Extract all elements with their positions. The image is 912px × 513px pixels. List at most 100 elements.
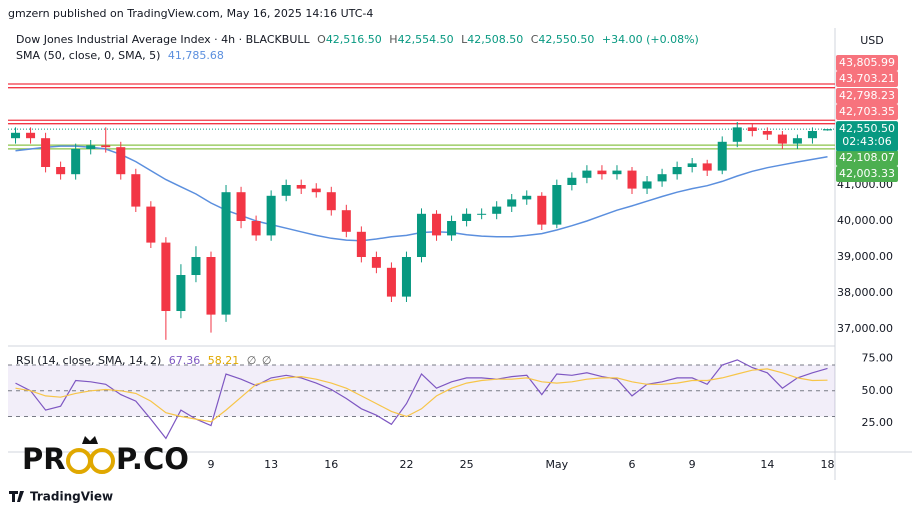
candle-body [657,174,667,182]
last-price-label: 42,550.50 [839,122,895,135]
watermark-crown [82,436,98,444]
ohlc-key: H [389,33,397,46]
candle-body [732,127,742,142]
candle-body [762,130,772,135]
x-tick-label: 22 [399,458,413,471]
x-tick-label: 25 [460,458,474,471]
watermark: PR P.CO [22,436,189,476]
level-label: 42,798.23 [839,89,895,102]
y-tick-label: 39,000.00 [837,250,893,263]
x-tick-label: 6 [629,458,636,471]
candle-body [447,221,457,236]
rsi-ma-value: 58.21 [208,354,240,367]
candle-body [161,242,171,312]
y-tick-label: 75.00 [862,352,894,365]
candle-body [101,145,111,148]
rsi-extra: ∅ [262,354,272,367]
candle-body [582,170,592,178]
candle-body [627,170,637,189]
x-tick-label: 16 [324,458,338,471]
level-label: 42,108.07 [839,151,895,164]
ohlc-value: 42,508.50 [467,33,523,46]
y-tick-label: 50.00 [862,384,894,397]
candle-body [462,213,472,222]
candle-body [71,148,81,175]
series-line [15,368,828,423]
y-tick-label: 25.00 [862,416,894,429]
candle-body [416,213,427,258]
candle-body [717,141,727,171]
ohlc-key: C [531,33,539,46]
candle-body [432,213,442,236]
candle-body [281,184,291,196]
candle-body [537,195,547,225]
candle-body [777,134,787,144]
series-line [15,359,828,440]
candle-body [26,132,36,139]
y-tick-label: 40,000.00 [837,214,893,227]
candle-body [251,221,261,236]
sma-value: 41,785.68 [168,49,224,62]
x-tick-label: 18 [820,458,834,471]
candle-body [191,257,201,276]
level-label-box [836,88,898,104]
watermark-text: P.CO [116,442,189,476]
y-tick-label: 37,000.00 [837,322,893,335]
candle-body [116,147,126,175]
x-tick-label: May [545,458,568,471]
x-tick-label: 9 [689,458,696,471]
candle-body [702,163,712,171]
level-label: 43,703.21 [839,72,895,85]
rsi-legend: RSI (14, close, SMA, 14, 2) 67.36 58.21 … [16,354,271,367]
sma-legend: SMA (50, close, 0, SMA, 5) 41,785.68 [16,49,224,62]
rsi-extra: ∅ [247,354,257,367]
candle-body [11,132,21,139]
sma-name: SMA (50, close, 0, SMA, 5) [16,49,160,62]
level-label: 43,805.99 [839,56,895,69]
candle-body [687,163,697,167]
level-label-box [836,71,898,87]
footer: TradingView [9,490,113,504]
currency: USD [860,34,884,47]
symbol: Dow Jones Industrial Average Index · 4h … [16,33,310,46]
candle-body [492,206,502,214]
candle-body [266,195,276,236]
candle-body [311,188,321,193]
candle-body [612,170,622,175]
candle-body [356,231,366,258]
candle-body [41,138,51,167]
candle-body [672,166,682,175]
last-price-box [836,121,898,152]
candle-body [221,192,231,315]
candle-body [552,184,562,225]
x-tick-label: 14 [760,458,774,471]
candle-body [401,257,411,297]
candle-body [86,145,96,149]
change: +34.00 (+0.08%) [602,33,699,46]
level-label-box [836,55,898,71]
candle-body [792,138,802,144]
watermark-text: PR [22,442,66,476]
candle-body [296,184,306,189]
candle-body [747,127,757,131]
candle-body [236,192,246,222]
level-label: 42,003.33 [839,167,895,180]
candle-body [386,267,396,297]
watermark-coin [89,448,115,474]
candle-body [131,174,141,207]
candle-body [326,192,336,211]
candle-body [477,213,487,215]
ohlc-value: 42,550.50 [538,33,594,46]
candle-body [642,181,652,189]
countdown: 02:43:06 [842,135,891,148]
ohlc-key: O [317,33,326,46]
candle-body [56,166,66,175]
level-label-box [836,166,898,182]
candle-body [341,210,351,232]
y-tick-label: 38,000.00 [837,286,893,299]
candle-body [567,177,577,185]
candle-body [597,170,607,175]
candle-body [507,199,517,207]
